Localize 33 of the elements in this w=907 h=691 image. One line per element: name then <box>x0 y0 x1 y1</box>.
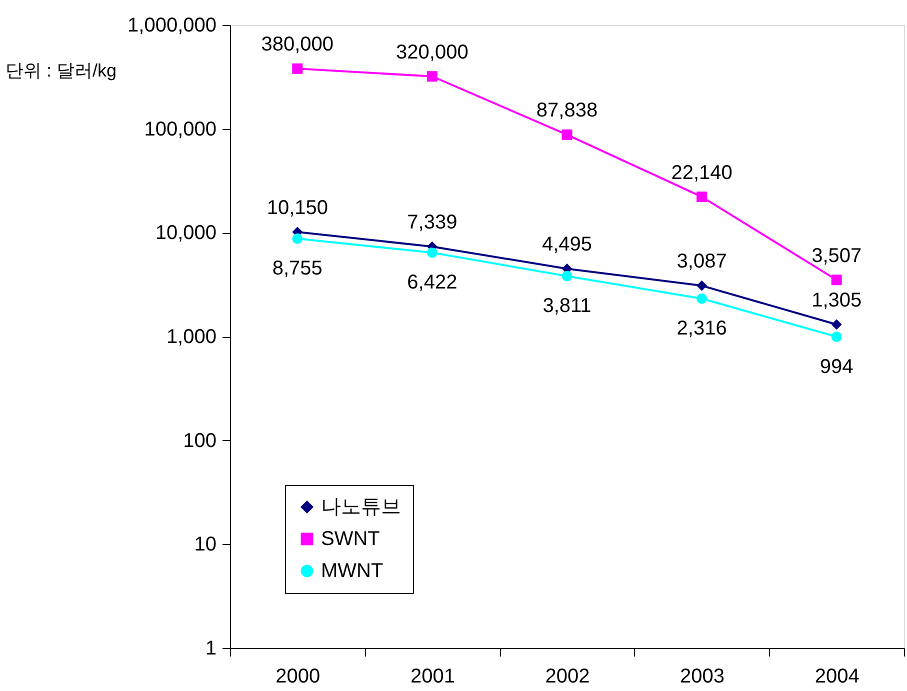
point <box>292 63 303 74</box>
data-label: 380,000 <box>261 34 334 56</box>
y-tick-label: 10,000 <box>155 222 216 244</box>
legend-label: SWNT <box>321 528 380 550</box>
data-label: 2,316 <box>676 318 727 340</box>
y-tick-label: 10 <box>194 534 216 556</box>
data-label: 8,755 <box>272 258 322 280</box>
data-label: 3,507 <box>812 244 862 267</box>
data-label: 87,838 <box>536 100 598 122</box>
legend-label: MWNT <box>321 560 384 582</box>
data-label: 4,495 <box>542 234 592 256</box>
x-tick-label: 2003 <box>680 666 725 688</box>
x-tick-label: 2002 <box>545 666 590 688</box>
legend-label: 나노튜브 <box>321 496 401 518</box>
y-tick-label: 1,000,000 <box>128 14 216 36</box>
y-axis-title: 단위 : 달러/kg <box>6 60 117 80</box>
x-tick-label: 2001 <box>410 666 455 688</box>
y-tick-label: 1 <box>205 638 216 660</box>
x-tick-label: 2000 <box>276 666 320 688</box>
point <box>831 274 842 286</box>
y-tick-label: 100 <box>183 430 216 452</box>
data-label: 320,000 <box>396 41 468 64</box>
data-label: 3,811 <box>542 295 592 318</box>
y-tick-label: 1,000 <box>166 326 216 348</box>
data-label: 22,140 <box>671 162 732 184</box>
y-tick-label: 100,000 <box>144 118 216 140</box>
data-label: 7,339 <box>407 212 458 234</box>
data-label: 3,087 <box>676 250 727 273</box>
data-label: 994 <box>820 356 854 378</box>
data-label: 1,305 <box>812 289 862 312</box>
x-tick-label: 2004 <box>814 666 860 688</box>
data-label: 6,422 <box>407 272 458 294</box>
data-label: 10,150 <box>266 196 328 219</box>
